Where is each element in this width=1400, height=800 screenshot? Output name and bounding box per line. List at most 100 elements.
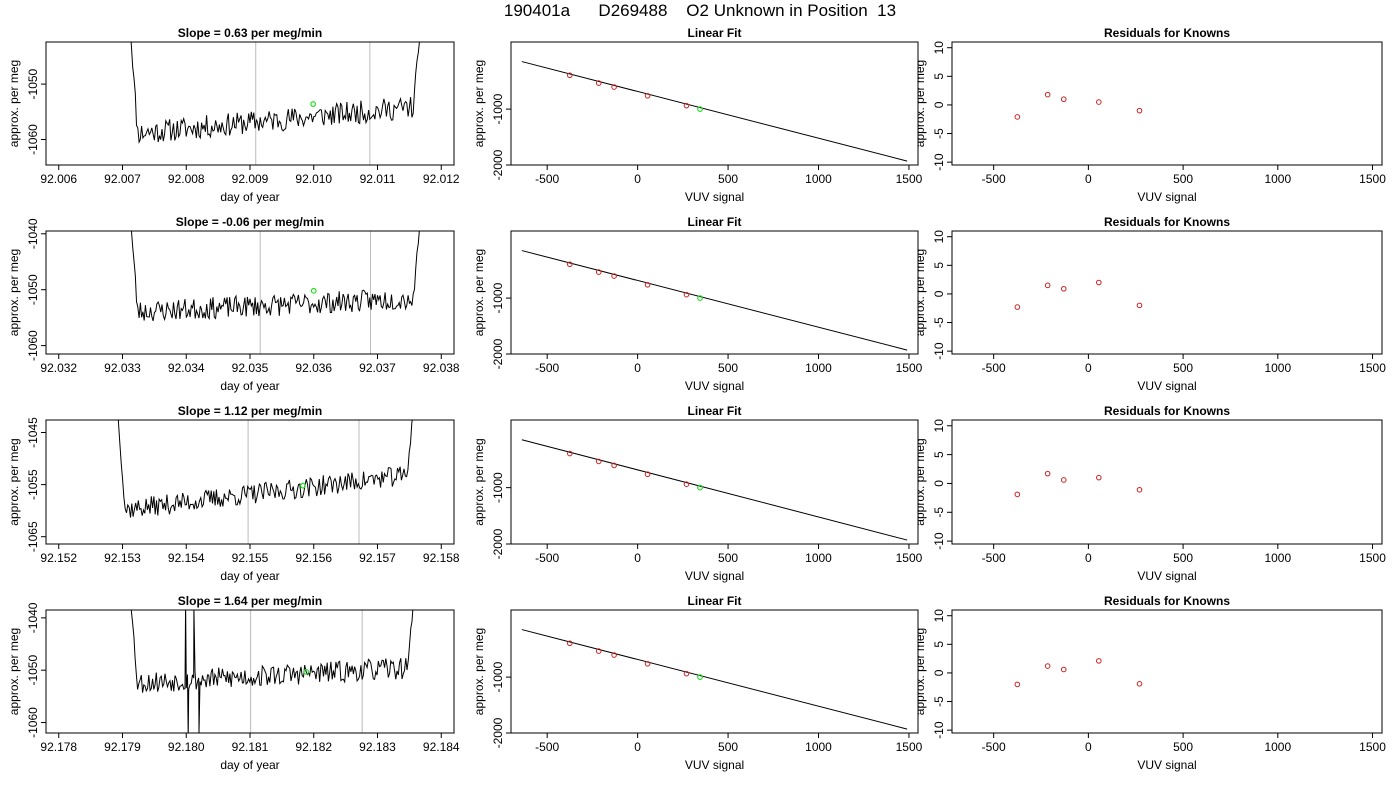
x-axis-label: day of year [220, 190, 279, 204]
y-axis-label: approx. per meg [472, 60, 486, 147]
x-tick-label: 1500 [896, 361, 923, 375]
y-axis-label: approx. per meg [913, 60, 927, 147]
data-trace [130, 610, 414, 733]
y-tick-label: -1065 [26, 521, 40, 552]
x-tick-label: 1000 [805, 361, 832, 375]
x-axis-label: VUV signal [1137, 190, 1196, 204]
y-tick-label: 10 [932, 41, 946, 55]
fit-line [521, 629, 908, 730]
x-tick-label: 0 [634, 740, 641, 754]
panel-title: Linear Fit [687, 594, 741, 608]
plot-area [1014, 658, 1143, 688]
x-tick-label: 1000 [1264, 172, 1291, 186]
panel-title: Linear Fit [687, 26, 741, 40]
panel-residuals-row4: Residuals for Knowns -500 0 500 1000 1500 -10 -… [913, 594, 1386, 772]
x-tick-label: 500 [718, 172, 738, 186]
unknown-point [303, 668, 310, 675]
unknown-point [310, 101, 317, 107]
y-tick-label: -1060 [26, 707, 40, 738]
x-tick-label: 92.012 [423, 172, 460, 186]
x-tick-label: 0 [1085, 551, 1092, 565]
x-tick-label: 500 [1173, 551, 1193, 565]
y-tick-label: -1000 [491, 661, 505, 692]
fit-line [521, 250, 908, 351]
y-tick-label: -1050 [26, 655, 40, 686]
residual-point [1136, 302, 1143, 309]
y-tick-label: -1000 [491, 472, 505, 503]
x-tick-label: 1500 [1359, 172, 1386, 186]
residual-point [1060, 285, 1067, 292]
x-tick-label: 92.036 [295, 361, 332, 375]
y-tick-label: -1045 [26, 417, 40, 448]
y-tick-label: -1000 [491, 282, 505, 313]
residual-point [1060, 477, 1067, 483]
residual-point [1044, 282, 1051, 289]
panel-residuals-row2: Residuals for Knowns -500 0 500 1000 1500 -10 -… [913, 215, 1386, 393]
x-tick-label: 92.155 [232, 551, 269, 565]
standard-point [644, 471, 651, 478]
standard-point [683, 291, 690, 298]
residual-point [1136, 486, 1143, 493]
residual-point [1044, 91, 1051, 98]
y-tick-label: -1055 [26, 469, 40, 500]
panel-title: Slope = 1.64 per meg/min [178, 594, 322, 608]
y-axis-label: approx. per meg [472, 438, 486, 525]
y-tick-label: -1040 [26, 218, 40, 249]
standard-point [611, 273, 617, 279]
y-tick-label: -1050 [26, 274, 40, 305]
panel-linear-fit-row2: Linear Fit -500 0 500 1000 1500 -2000 -1000 VUV … [472, 215, 923, 393]
x-tick-label: 500 [1173, 361, 1193, 375]
x-tick-label: -500 [535, 361, 559, 375]
x-tick-label: 1500 [896, 740, 923, 754]
x-tick-label: 92.038 [423, 361, 460, 375]
unknown-point [697, 484, 703, 491]
x-tick-label: 1000 [1264, 361, 1291, 375]
x-axis-label: day of year [220, 758, 279, 772]
x-tick-label: 0 [634, 361, 641, 375]
y-tick-label: -2000 [491, 717, 505, 748]
x-tick-label: 1000 [805, 740, 832, 754]
x-axis-label: VUV signal [1137, 569, 1196, 583]
x-tick-label: 92.184 [423, 740, 460, 754]
plot-area [521, 61, 908, 162]
standard-point [683, 481, 690, 487]
x-tick-label: 1500 [1359, 740, 1386, 754]
x-tick-label: 92.006 [40, 172, 77, 186]
x-tick-label: 500 [718, 361, 738, 375]
plot-area [130, 231, 420, 354]
plot-frame [45, 419, 455, 545]
x-tick-label: 92.034 [168, 361, 205, 375]
y-tick-label: 10 [932, 609, 946, 623]
x-axis-label: VUV signal [685, 379, 744, 393]
x-tick-label: -500 [535, 172, 559, 186]
residual-point [1096, 99, 1102, 105]
residual-point [1060, 666, 1067, 673]
standard-point [683, 102, 690, 109]
plot-area [521, 439, 908, 541]
standard-point [611, 462, 617, 469]
y-tick-label: -10 [932, 153, 946, 171]
plot-area [130, 42, 420, 165]
y-tick-label: -5 [932, 128, 946, 139]
y-tick-label: -1050 [26, 68, 40, 99]
x-tick-label: -500 [982, 361, 1006, 375]
x-tick-label: 0 [1085, 361, 1092, 375]
plot-frame [951, 230, 1383, 355]
x-axis-label: VUV signal [685, 190, 744, 204]
x-tick-label: 92.011 [360, 172, 396, 186]
standard-point [566, 640, 573, 647]
figure-title: 190401a D269488 O2 Unknown in Position 1… [503, 1, 897, 20]
x-tick-label: 1000 [1264, 740, 1291, 754]
plot-frame [510, 419, 919, 545]
x-tick-label: -500 [982, 172, 1006, 186]
data-trace [117, 420, 413, 518]
standard-point [683, 670, 690, 677]
y-tick-label: -10 [932, 532, 946, 550]
standard-point [644, 281, 651, 288]
y-axis-label: approx. per meg [7, 628, 21, 715]
x-tick-label: 92.183 [359, 740, 396, 754]
y-tick-label: 5 [932, 262, 946, 269]
residual-point [1136, 107, 1143, 114]
x-tick-label: 92.009 [232, 172, 269, 186]
